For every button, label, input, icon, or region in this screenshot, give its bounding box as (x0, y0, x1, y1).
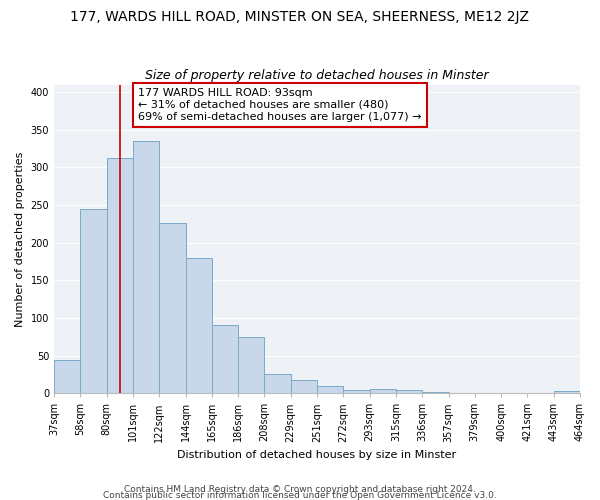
Bar (238, 336, 265, 393)
Bar (54, 360, 80, 393)
X-axis label: Distribution of detached houses by size in Minster: Distribution of detached houses by size … (178, 450, 457, 460)
Text: 177 WARDS HILL ROAD: 93sqm
← 31% of detached houses are smaller (480)
69% of sem: 177 WARDS HILL ROAD: 93sqm ← 31% of deta… (138, 88, 422, 122)
Text: 177, WARDS HILL ROAD, MINSTER ON SEA, SHEERNESS, ME12 2JZ: 177, WARDS HILL ROAD, MINSTER ON SEA, SH… (71, 10, 530, 24)
Bar (265, 374, 291, 393)
Bar (107, 158, 133, 393)
Y-axis label: Number of detached properties: Number of detached properties (15, 151, 25, 326)
Bar (396, 390, 422, 393)
Bar (343, 390, 370, 393)
Bar (317, 386, 343, 393)
Text: Contains public sector information licensed under the Open Government Licence v3: Contains public sector information licen… (103, 490, 497, 500)
Bar (133, 141, 159, 393)
Bar (370, 388, 396, 393)
Title: Size of property relative to detached houses in Minster: Size of property relative to detached ho… (145, 69, 489, 82)
Bar (185, 258, 212, 393)
Bar (212, 326, 238, 393)
Bar (422, 392, 449, 393)
Text: Contains HM Land Registry data © Crown copyright and database right 2024.: Contains HM Land Registry data © Crown c… (124, 484, 476, 494)
Bar (291, 380, 317, 393)
Bar (554, 391, 580, 393)
Bar (80, 208, 107, 393)
Bar (159, 223, 185, 393)
